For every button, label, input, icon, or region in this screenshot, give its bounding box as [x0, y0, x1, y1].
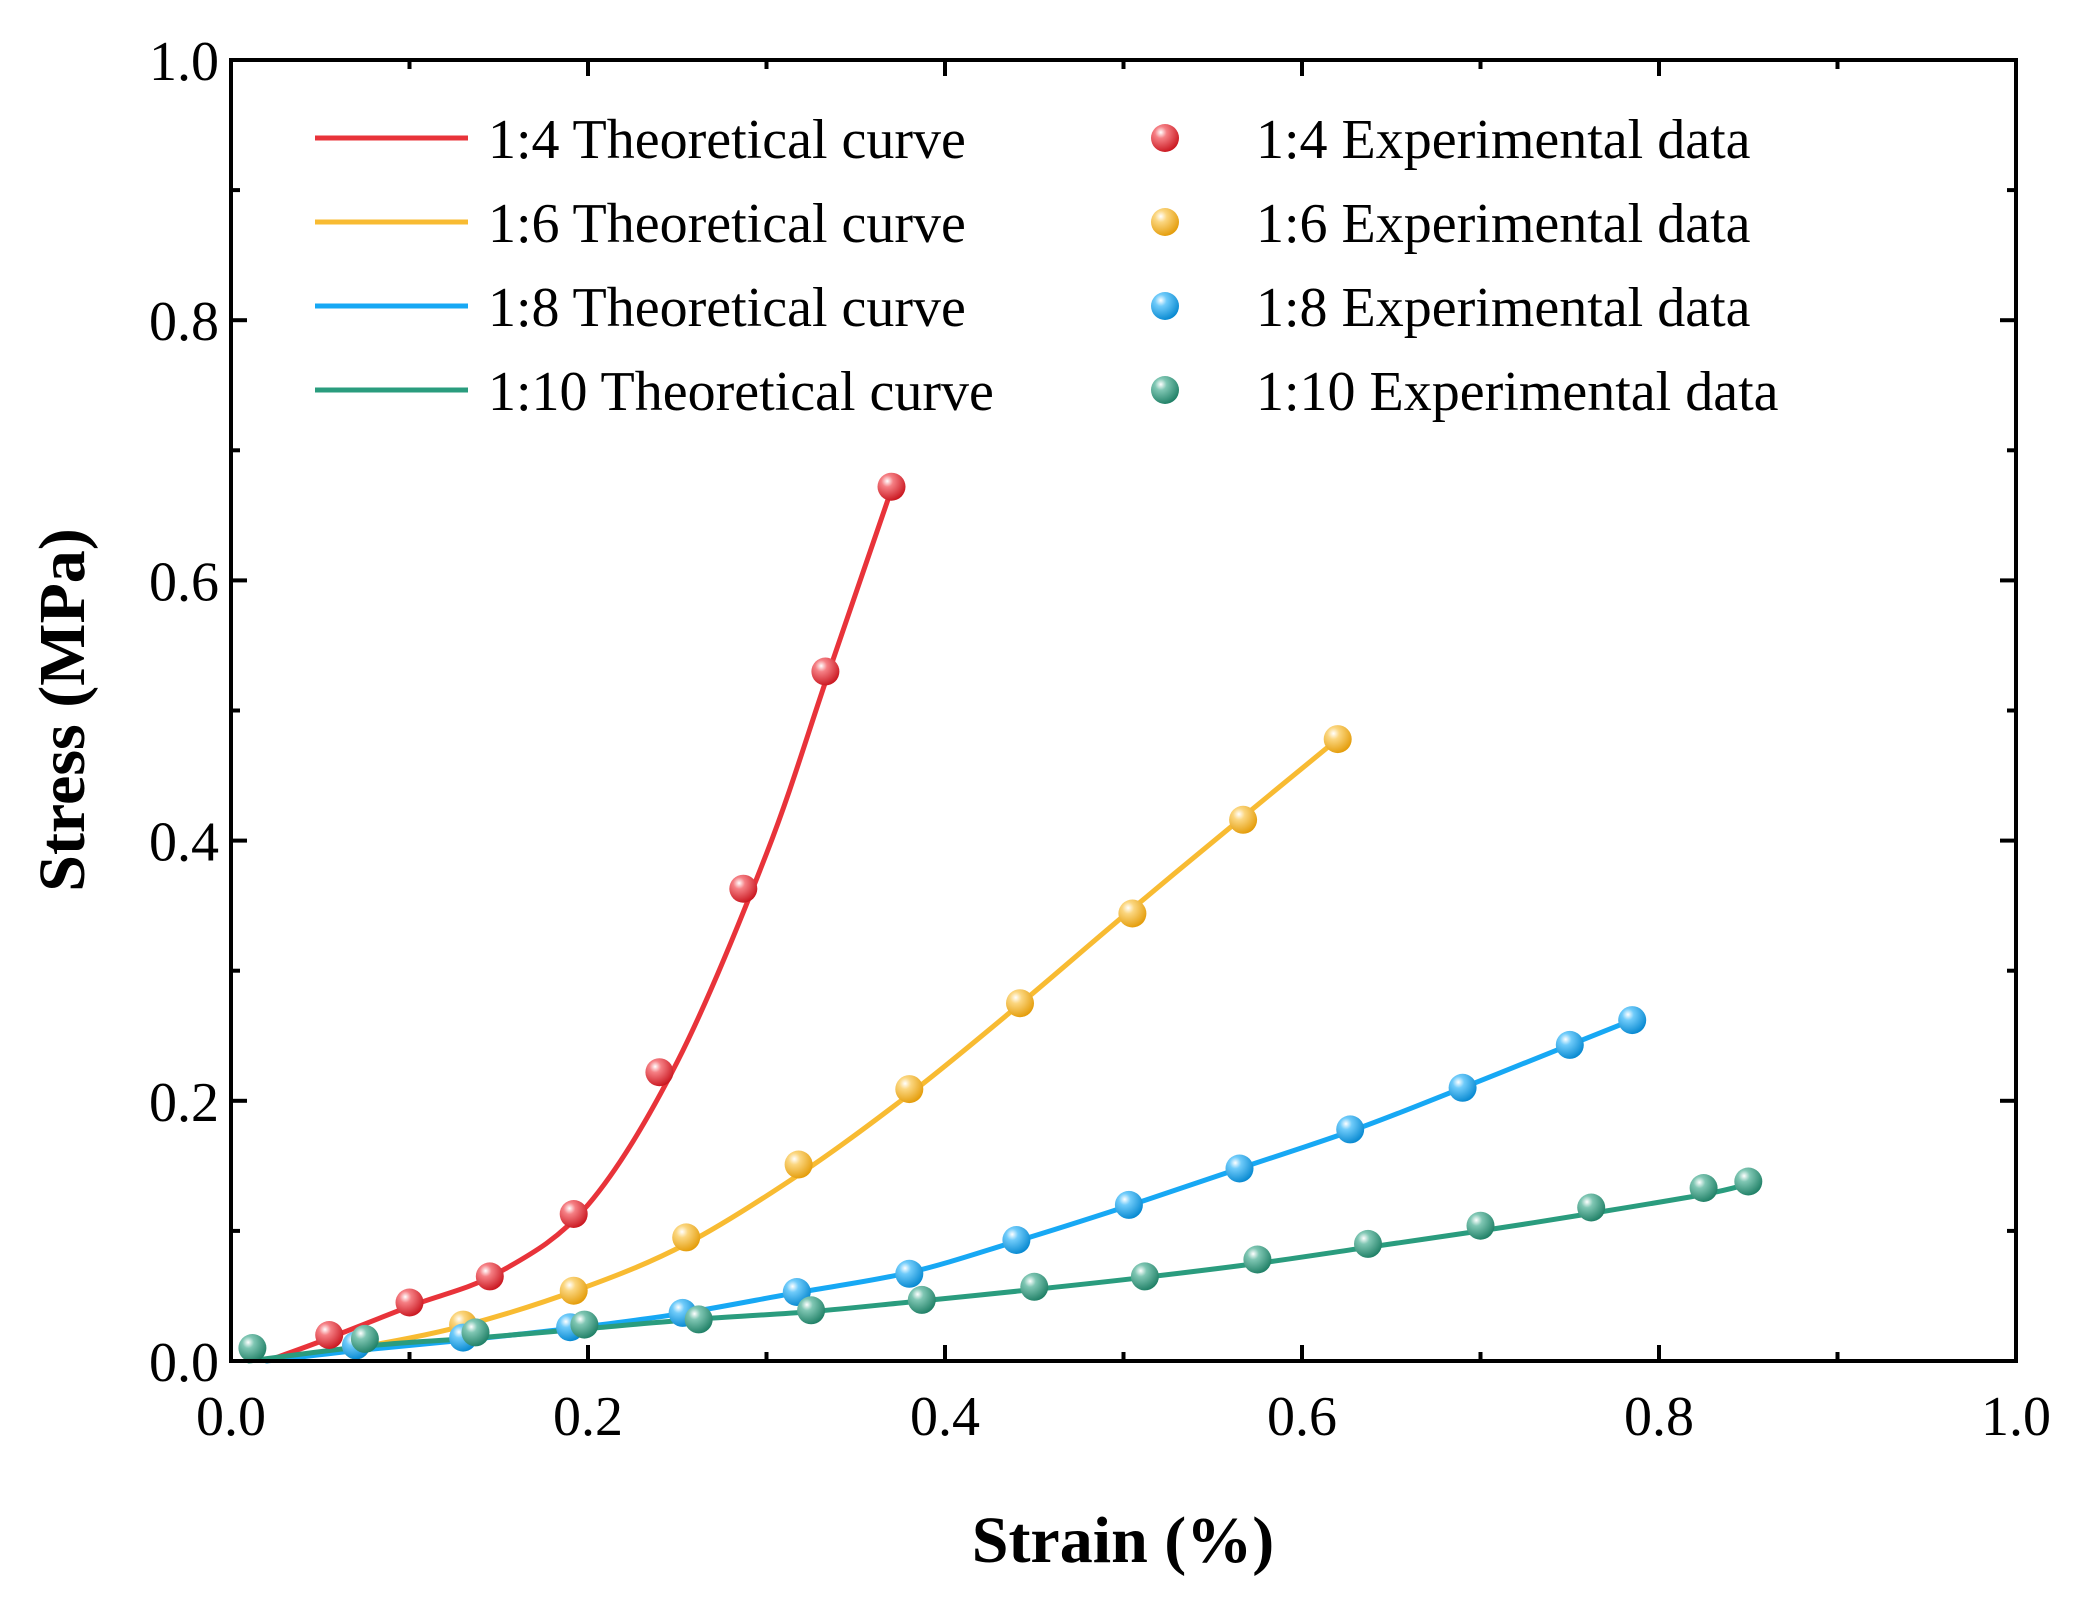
- legend-label-theoretical-1-6: 1:6 Theoretical curve: [488, 193, 966, 255]
- experimental-point-1-10: [461, 1318, 490, 1347]
- experimental-point-1-10: [1243, 1245, 1272, 1274]
- legend-label-experimental-1-6: 1:6 Experimental data: [1256, 193, 1751, 255]
- experimental-point-1-10: [238, 1334, 267, 1362]
- y-tick-label: 0.6: [149, 551, 219, 613]
- experimental-point-1-10: [1130, 1262, 1159, 1291]
- y-tick-label: 1.0: [149, 31, 219, 93]
- plot-frame: [229, 58, 2018, 1363]
- experimental-point-1-6: [784, 1150, 813, 1179]
- legend-marker-1-6: [1151, 208, 1179, 236]
- experimental-point-1-4: [395, 1288, 424, 1317]
- experimental-point-1-8: [1555, 1030, 1584, 1059]
- experimental-point-1-10: [1577, 1193, 1606, 1222]
- theoretical-curve-1-8: [264, 1017, 1635, 1364]
- experimental-point-1-10: [1689, 1174, 1718, 1202]
- legend-label-experimental-1-10: 1:10 Experimental data: [1256, 361, 1779, 423]
- experimental-point-1-6: [559, 1276, 588, 1305]
- experimental-point-1-6: [1118, 899, 1147, 928]
- legend-label-theoretical-1-8: 1:8 Theoretical curve: [488, 277, 966, 339]
- experimental-point-1-6: [1006, 989, 1034, 1018]
- experimental-point-1-10: [797, 1296, 826, 1325]
- theoretical-curve-1-6: [264, 736, 1341, 1364]
- experimental-point-1-8: [1114, 1190, 1143, 1219]
- series-layer: [238, 472, 1763, 1364]
- experimental-point-1-4: [877, 472, 906, 501]
- experimental-point-1-8: [1225, 1154, 1254, 1183]
- y-axis-label: Stress (MPa): [26, 528, 99, 892]
- experimental-point-1-6: [1229, 805, 1258, 834]
- experimental-point-1-10: [907, 1285, 936, 1314]
- experimental-point-1-10: [684, 1305, 713, 1334]
- experimental-point-1-4: [645, 1058, 674, 1087]
- x-axis-label: Strain (%): [972, 1504, 1274, 1577]
- x-tick-label: 0.8: [1624, 1386, 1694, 1448]
- experimental-point-1-10: [1020, 1272, 1049, 1301]
- experimental-point-1-4: [729, 874, 758, 903]
- experimental-point-1-10: [1466, 1211, 1495, 1240]
- experimental-point-1-8: [895, 1259, 924, 1288]
- y-tick-label: 0.2: [149, 1072, 219, 1134]
- y-tick-label: 0.4: [149, 812, 219, 874]
- experimental-point-1-10: [350, 1324, 379, 1353]
- experimental-point-1-4: [559, 1200, 588, 1228]
- x-tick-label: 0.2: [553, 1386, 623, 1448]
- legend-label-experimental-1-8: 1:8 Experimental data: [1256, 277, 1751, 339]
- x-tick-label: 0.0: [196, 1386, 266, 1448]
- axis-ticks: 0.0 0.2 0.4 0.6 0.8 1.0 0.0 0.2 0.4 0.6 0.8 1.0: [149, 31, 2051, 1448]
- legend-marker-1-4: [1151, 124, 1179, 152]
- y-tick-label: 0.0: [149, 1332, 219, 1394]
- x-tick-label: 0.4: [910, 1386, 980, 1448]
- x-tick-label: 0.6: [1267, 1386, 1337, 1448]
- x-tick-label: 1.0: [1981, 1386, 2051, 1448]
- experimental-point-1-8: [1618, 1006, 1647, 1035]
- legend-marker-1-10: [1151, 376, 1179, 404]
- theoretical-curve-1-4: [264, 486, 894, 1364]
- experimental-point-1-10: [570, 1310, 599, 1339]
- legend-label-theoretical-1-10: 1:10 Theoretical curve: [488, 361, 994, 423]
- legend-label-theoretical-1-4: 1:4 Theoretical curve: [488, 109, 966, 171]
- legend-label-experimental-1-4: 1:4 Experimental data: [1256, 109, 1751, 171]
- experimental-point-1-8: [1002, 1226, 1031, 1254]
- legend-marker-1-8: [1151, 292, 1179, 320]
- experimental-point-1-6: [895, 1075, 924, 1104]
- y-tick-label: 0.8: [149, 291, 219, 353]
- experimental-point-1-6: [672, 1223, 701, 1252]
- experimental-point-1-4: [811, 657, 840, 686]
- experimental-point-1-4: [475, 1262, 504, 1291]
- experimental-point-1-8: [1448, 1073, 1477, 1102]
- legend: 1:4 Theoretical curve 1:4 Experimental d…: [315, 109, 1779, 423]
- experimental-point-1-4: [315, 1321, 344, 1349]
- experimental-point-1-6: [1323, 725, 1352, 754]
- experimental-point-1-8: [1336, 1115, 1365, 1144]
- experimental-point-1-10: [1354, 1229, 1382, 1258]
- experimental-point-1-10: [1734, 1167, 1763, 1196]
